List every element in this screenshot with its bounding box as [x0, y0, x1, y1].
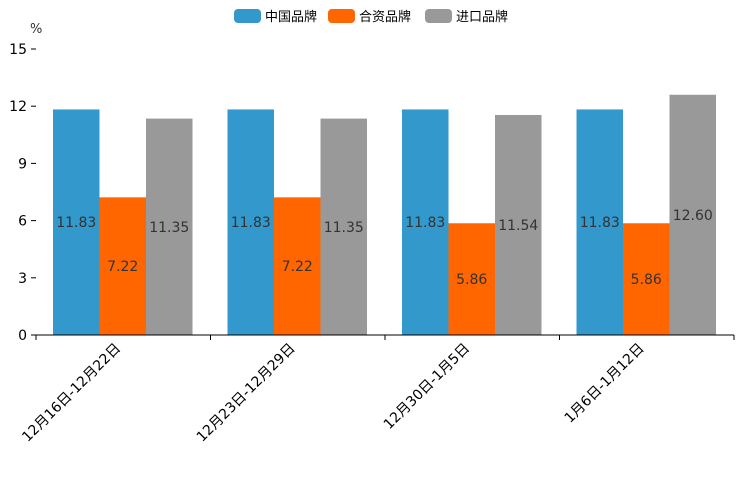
bar — [669, 94, 716, 335]
x-axis: 12月16日-12月22日 12月23日-12月29日 12月30日-1月5日 1月6… — [19, 334, 735, 446]
legend-label: 中国品牌 — [265, 9, 317, 25]
legend-swatch — [425, 9, 452, 23]
bar-value-label: 7.22 — [107, 259, 138, 275]
legend-item: 进口品牌 — [425, 9, 508, 25]
legend-swatch — [328, 9, 355, 23]
bar-value-label: 12.60 — [673, 208, 713, 224]
bar — [146, 118, 193, 336]
y-axis: 0 3 6 9 12 15 — [9, 42, 36, 344]
y-tick-label: 6 — [18, 214, 27, 230]
legend-item: 合资品牌 — [328, 9, 411, 25]
bar — [623, 223, 670, 335]
bar — [448, 223, 495, 335]
y-tick-label: 15 — [9, 42, 27, 58]
legend-item: 中国品牌 — [234, 9, 317, 25]
x-tick-label: 12月23日-12月29日 — [194, 341, 299, 446]
y-tick-label: 0 — [18, 328, 27, 344]
bar-value-label: 11.35 — [149, 220, 189, 236]
x-tick-label: 1月6日-1月12日 — [562, 341, 648, 427]
x-tick-label: 12月16日-12月22日 — [19, 341, 124, 446]
y-tick-label: 12 — [9, 99, 27, 115]
bar-value-label: 11.83 — [580, 215, 620, 231]
bar — [227, 109, 274, 335]
bar-value-label: 11.54 — [498, 218, 538, 234]
bar-series-group: 11.83 11.83 11.83 11.83 7.22 7.22 5.86 5.86 11.3… — [53, 94, 716, 336]
bar — [402, 109, 449, 335]
bar-value-label: 7.22 — [282, 259, 313, 275]
legend-label: 合资品牌 — [359, 9, 411, 25]
bar — [274, 197, 321, 335]
y-axis-unit-label: % — [30, 22, 42, 37]
bar — [99, 197, 146, 335]
bar — [53, 109, 100, 335]
bar-value-label: 11.35 — [324, 220, 364, 236]
y-tick-label: 9 — [18, 156, 27, 172]
bar-value-label: 5.86 — [631, 272, 662, 288]
legend-label: 进口品牌 — [456, 9, 508, 25]
y-tick-label: 3 — [18, 271, 27, 287]
bar-value-label: 11.83 — [231, 215, 271, 231]
bar-value-label: 5.86 — [456, 272, 487, 288]
bar — [320, 118, 367, 336]
legend-swatch — [234, 9, 261, 23]
bar — [576, 109, 623, 335]
x-tick-label: 12月30日-1月5日 — [381, 341, 473, 433]
bar-value-label: 11.83 — [405, 215, 445, 231]
bar — [495, 114, 542, 335]
bar-value-label: 11.83 — [56, 215, 96, 231]
legend: 中国品牌 合资品牌 进口品牌 — [234, 9, 508, 25]
